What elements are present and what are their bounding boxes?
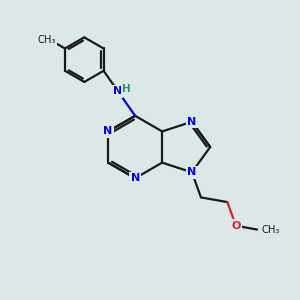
Text: O: O — [231, 221, 241, 231]
Text: N: N — [103, 126, 113, 136]
Text: CH₃: CH₃ — [38, 34, 56, 45]
Text: H: H — [122, 84, 131, 94]
Text: N: N — [113, 86, 122, 96]
Text: N: N — [130, 173, 140, 183]
Text: N: N — [187, 117, 196, 127]
Text: CH₃: CH₃ — [262, 224, 280, 235]
Text: N: N — [187, 167, 196, 177]
